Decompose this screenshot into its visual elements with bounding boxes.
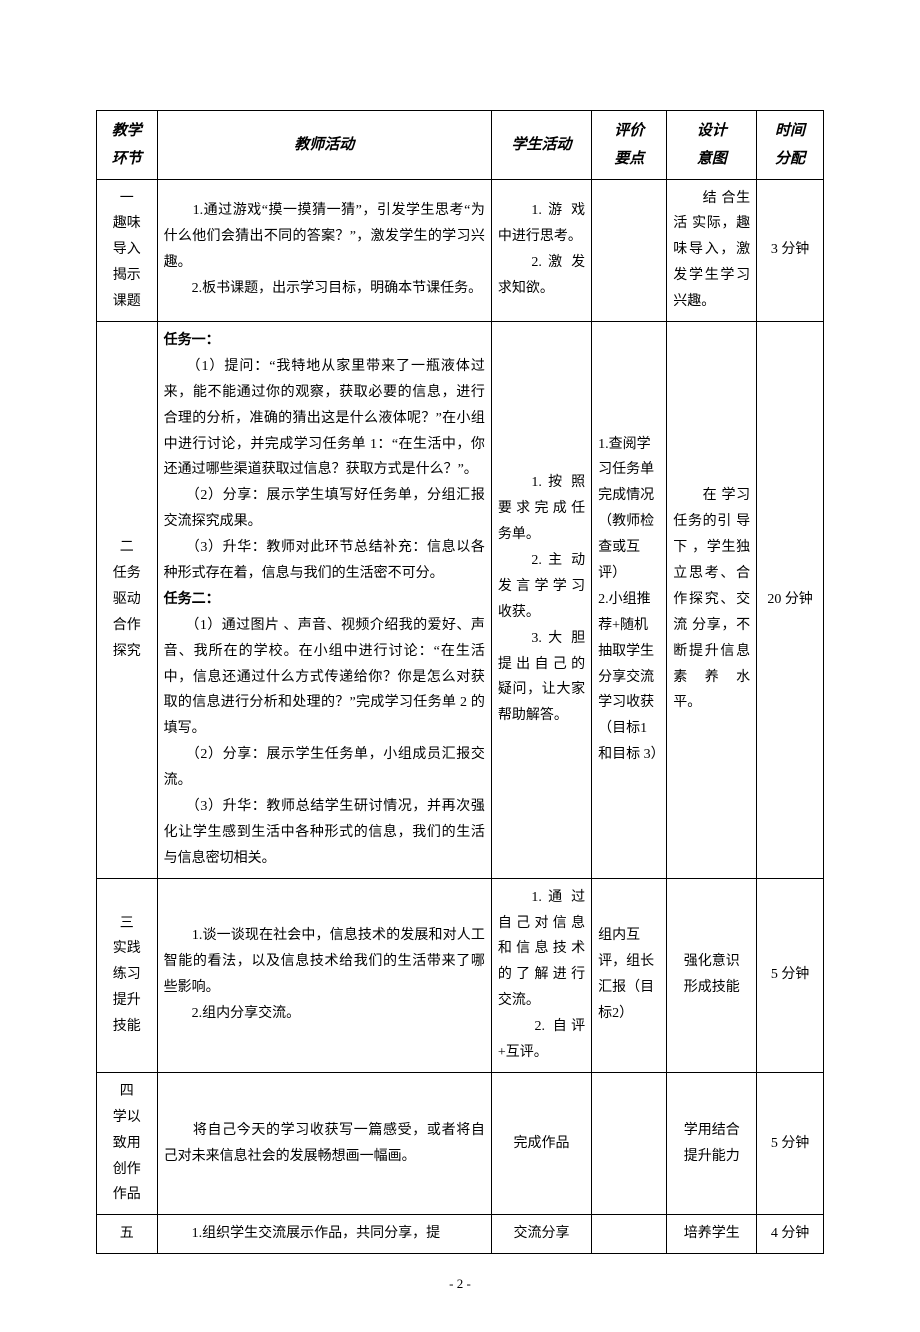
- task-heading: 任务一：: [164, 328, 485, 354]
- header-intent: 设计意图: [667, 111, 757, 180]
- teacher-paragraph: （3）升华：教师对此环节总结补充：信息以各种形式存在着，信息与我们的生活密不可分…: [164, 535, 485, 587]
- header-student: 学生活动: [491, 111, 591, 180]
- page-number: - 2 -: [449, 1276, 471, 1291]
- teacher-activity-cell: 1.通过游戏“摸一摸猜一猜”，引发学生思考“为什么他们会猜出不同的答案？”，激发…: [157, 179, 491, 321]
- stage-line: 二: [103, 535, 151, 561]
- teacher-activity-cell: 1.组织学生交流展示作品，共同分享，提: [157, 1215, 491, 1254]
- student-activity-cell: 交流分享: [491, 1215, 591, 1254]
- time-allocation-cell: 5 分钟: [757, 1072, 824, 1214]
- stage-cell: 四学以致用创作作品: [97, 1072, 158, 1214]
- table-row: 二任务驱动合作探究任务一： （1）提问：“我特地从家里带来了一瓶液体过来，能不能…: [97, 321, 824, 878]
- student-activity-cell: 1. 按 照要 求 完 成 任务单。 2. 主 动发 言 学 学 习收获。 3.…: [491, 321, 591, 878]
- design-intent-cell: 强化意识形成技能: [667, 878, 757, 1072]
- stage-line: 实践: [103, 936, 151, 962]
- stage-line: 作品: [103, 1182, 151, 1208]
- stage-line: 技能: [103, 1014, 151, 1040]
- header-teacher: 教师活动: [157, 111, 491, 180]
- design-intent-cell: 学用结合提升能力: [667, 1072, 757, 1214]
- page-footer: - 2 -: [96, 1254, 824, 1292]
- table-row: 一趣味导入揭示课题 1.通过游戏“摸一摸猜一猜”，引发学生思考“为什么他们会猜出…: [97, 179, 824, 321]
- stage-line: 趣味: [103, 211, 151, 237]
- stage-line: 四: [103, 1079, 151, 1105]
- stage-line: 创作: [103, 1157, 151, 1183]
- header-eval-text: 评价要点: [614, 122, 644, 167]
- stage-line: 探究: [103, 639, 151, 665]
- stage-cell: 三实践练习提升技能: [97, 878, 158, 1072]
- evaluation-cell: [592, 1072, 667, 1214]
- design-intent-cell: 在 学习任务的引 导 下 ，学生独立思考、合作探究、交 流 分享，不断提升信息素…: [667, 321, 757, 878]
- header-intent-text: 设计意图: [697, 122, 727, 167]
- stage-line: 练习: [103, 962, 151, 988]
- time-allocation-cell: 20 分钟: [757, 321, 824, 878]
- stage-line: 五: [103, 1221, 151, 1247]
- student-activity-cell: 完成作品: [491, 1072, 591, 1214]
- stage-line: 学以: [103, 1105, 151, 1131]
- stage-line: 合作: [103, 613, 151, 639]
- header-stage: 教学环节: [97, 111, 158, 180]
- table-row: 三实践练习提升技能 1.谈一谈现在社会中，信息技术的发展和对人工智能的看法，以及…: [97, 878, 824, 1072]
- header-stage-text: 教学环节: [112, 122, 142, 167]
- header-eval: 评价要点: [592, 111, 667, 180]
- evaluation-cell: [592, 1215, 667, 1254]
- teacher-activity-cell: 将自己今天的学习收获写一篇感受，或者将自己对未来信息社会的发展畅想画一幅画。: [157, 1072, 491, 1214]
- teacher-paragraph: （2）分享：展示学生填写好任务单，分组汇报交流探究成果。: [164, 483, 485, 535]
- header-time: 时间分配: [757, 111, 824, 180]
- teacher-paragraph: （3）升华：教师总结学生研讨情况，并再次强化让学生感到生活中各种形式的信息，我们…: [164, 794, 485, 872]
- stage-line: 课题: [103, 289, 151, 315]
- student-activity-cell: 1. 通 过自 己 对 信 息和 信 息 技 术的 了 解 进 行交流。 2. …: [491, 878, 591, 1072]
- table-body: 一趣味导入揭示课题 1.通过游戏“摸一摸猜一猜”，引发学生思考“为什么他们会猜出…: [97, 179, 824, 1254]
- document-page: 教学环节 教师活动 学生活动 评价要点 设计意图 时间分配 一趣味导入揭示课题 …: [0, 0, 920, 1332]
- stage-cell: 五: [97, 1215, 158, 1254]
- time-allocation-cell: 3 分钟: [757, 179, 824, 321]
- evaluation-cell: 1.查阅学习任务单完成情况（教师检查或互评）2.小组推荐+随机抽取学生分享交流学…: [592, 321, 667, 878]
- table-row: 五 1.组织学生交流展示作品，共同分享，提交流分享 培养学生4 分钟: [97, 1215, 824, 1254]
- stage-cell: 二任务驱动合作探究: [97, 321, 158, 878]
- stage-line: 提升: [103, 988, 151, 1014]
- lesson-plan-table: 教学环节 教师活动 学生活动 评价要点 设计意图 时间分配 一趣味导入揭示课题 …: [96, 110, 824, 1254]
- stage-line: 驱动: [103, 587, 151, 613]
- time-allocation-cell: 5 分钟: [757, 878, 824, 1072]
- stage-line: 一: [103, 186, 151, 212]
- stage-line: 导入: [103, 237, 151, 263]
- teacher-paragraph: （2）分享：展示学生任务单，小组成员汇报交流。: [164, 742, 485, 794]
- time-allocation-cell: 4 分钟: [757, 1215, 824, 1254]
- student-activity-cell: 1. 游 戏中进行思考。 2. 激 发求知欲。: [491, 179, 591, 321]
- header-student-text: 学生活动: [511, 136, 571, 153]
- stage-line: 三: [103, 911, 151, 937]
- design-intent-cell: 培养学生: [667, 1215, 757, 1254]
- stage-line: 致用: [103, 1131, 151, 1157]
- design-intent-cell: 结 合生 活 实际，趣味导入，激发学生学习兴趣。: [667, 179, 757, 321]
- stage-cell: 一趣味导入揭示课题: [97, 179, 158, 321]
- teacher-paragraph: （1）通过图片 、声音、视频介绍我的爱好、声音、我所在的学校。在小组中进行讨论：…: [164, 613, 485, 742]
- teacher-activity-cell: 任务一： （1）提问：“我特地从家里带来了一瓶液体过来，能不能通过你的观察，获取…: [157, 321, 491, 878]
- task-heading: 任务二：: [164, 587, 485, 613]
- table-header: 教学环节 教师活动 学生活动 评价要点 设计意图 时间分配: [97, 111, 824, 180]
- evaluation-cell: 组内互评，组长汇报（目标2）: [592, 878, 667, 1072]
- teacher-paragraph: （1）提问：“我特地从家里带来了一瓶液体过来，能不能通过你的观察，获取必要的信息…: [164, 354, 485, 483]
- header-time-text: 时间分配: [775, 122, 805, 167]
- teacher-activity-cell: 1.谈一谈现在社会中，信息技术的发展和对人工智能的看法，以及信息技术给我们的生活…: [157, 878, 491, 1072]
- stage-line: 任务: [103, 561, 151, 587]
- evaluation-cell: [592, 179, 667, 321]
- stage-line: 揭示: [103, 263, 151, 289]
- header-teacher-text: 教师活动: [294, 136, 354, 153]
- table-row: 四学以致用创作作品 将自己今天的学习收获写一篇感受，或者将自己对未来信息社会的发…: [97, 1072, 824, 1214]
